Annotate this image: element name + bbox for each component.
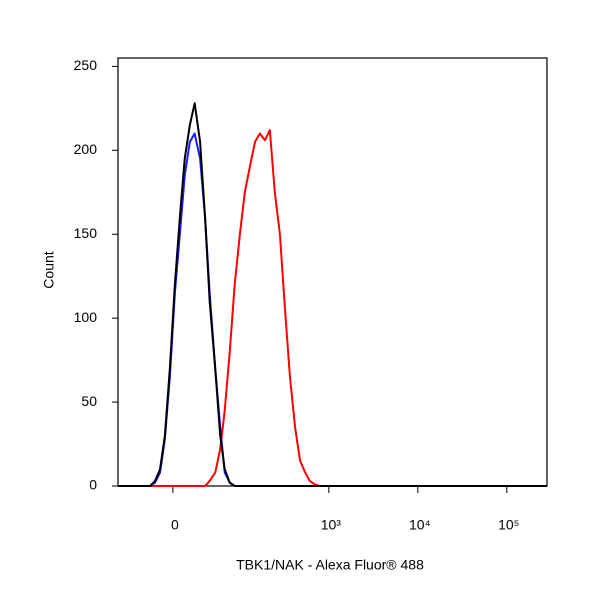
x-axis-label: TBK1/NAK - Alexa Fluor® 488: [236, 557, 424, 573]
y-tick-label: 150: [74, 225, 98, 241]
y-tick-label: 50: [81, 393, 97, 409]
y-tick-label: 200: [74, 141, 98, 157]
y-tick-label: 100: [74, 309, 98, 325]
y-tick-label: 0: [89, 477, 97, 493]
x-tick-label: 10⁴: [409, 517, 431, 533]
y-axis-label: Count: [41, 251, 57, 288]
x-tick-label: 10³: [321, 517, 342, 533]
histogram-line: [118, 102, 547, 487]
x-tick-label: 10⁵: [498, 517, 519, 533]
y-tick-label: 250: [74, 57, 98, 73]
x-tick-label: 0: [171, 517, 179, 533]
plot-frame: [117, 57, 548, 487]
histogram-line: [118, 129, 547, 487]
